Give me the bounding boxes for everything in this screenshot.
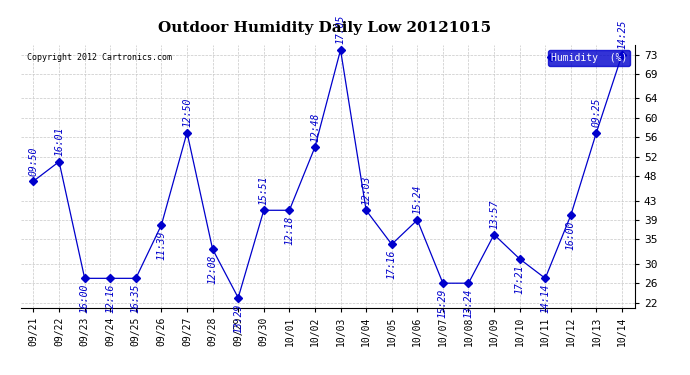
Humidity  (%) bbox=[285, 208, 293, 213]
Humidity  (%) bbox=[55, 159, 63, 164]
Text: 13:29: 13:29 bbox=[233, 303, 243, 333]
Text: 16:01: 16:01 bbox=[54, 127, 64, 156]
Text: 15:29: 15:29 bbox=[438, 289, 448, 318]
Text: 12:50: 12:50 bbox=[182, 98, 192, 127]
Text: 16:00: 16:00 bbox=[79, 284, 90, 313]
Humidity  (%) bbox=[362, 208, 371, 213]
Text: 14:14: 14:14 bbox=[540, 284, 550, 313]
Humidity  (%) bbox=[337, 48, 345, 52]
Humidity  (%) bbox=[30, 179, 38, 183]
Text: 12:08: 12:08 bbox=[208, 255, 217, 284]
Text: 09:25: 09:25 bbox=[591, 98, 602, 127]
Humidity  (%) bbox=[106, 276, 115, 280]
Text: 12:16: 12:16 bbox=[106, 284, 115, 313]
Line: Humidity  (%): Humidity (%) bbox=[31, 47, 624, 300]
Humidity  (%) bbox=[234, 296, 242, 300]
Text: 15:24: 15:24 bbox=[413, 185, 422, 214]
Text: 12:18: 12:18 bbox=[284, 216, 295, 245]
Humidity  (%) bbox=[157, 223, 166, 227]
Text: Outdoor Humidity Daily Low 20121015: Outdoor Humidity Daily Low 20121015 bbox=[158, 21, 491, 34]
Humidity  (%) bbox=[464, 281, 473, 285]
Humidity  (%) bbox=[566, 213, 575, 217]
Text: 14:25: 14:25 bbox=[617, 20, 627, 49]
Humidity  (%) bbox=[541, 276, 549, 280]
Text: 15:51: 15:51 bbox=[259, 176, 269, 205]
Humidity  (%) bbox=[413, 218, 422, 222]
Humidity  (%) bbox=[592, 130, 600, 135]
Humidity  (%) bbox=[208, 247, 217, 251]
Text: 16:00: 16:00 bbox=[566, 221, 576, 250]
Text: Copyright 2012 Cartronics.com: Copyright 2012 Cartronics.com bbox=[27, 53, 172, 62]
Text: 13:24: 13:24 bbox=[464, 289, 473, 318]
Text: 12:03: 12:03 bbox=[361, 176, 371, 205]
Humidity  (%) bbox=[310, 145, 319, 149]
Humidity  (%) bbox=[439, 281, 447, 285]
Humidity  (%) bbox=[132, 276, 140, 280]
Text: 11:39: 11:39 bbox=[157, 230, 166, 260]
Humidity  (%) bbox=[515, 256, 524, 261]
Humidity  (%) bbox=[388, 242, 396, 246]
Humidity  (%) bbox=[81, 276, 89, 280]
Text: 17:05: 17:05 bbox=[335, 15, 346, 44]
Text: 16:35: 16:35 bbox=[131, 284, 141, 313]
Humidity  (%) bbox=[183, 130, 191, 135]
Legend: Humidity  (%): Humidity (%) bbox=[548, 50, 630, 66]
Text: 09:50: 09:50 bbox=[28, 146, 39, 176]
Text: 13:57: 13:57 bbox=[489, 200, 499, 229]
Humidity  (%) bbox=[618, 53, 626, 57]
Text: 17:16: 17:16 bbox=[386, 250, 397, 279]
Text: 12:48: 12:48 bbox=[310, 112, 320, 141]
Humidity  (%) bbox=[259, 208, 268, 213]
Text: 17:21: 17:21 bbox=[515, 264, 524, 294]
Humidity  (%) bbox=[490, 232, 498, 237]
